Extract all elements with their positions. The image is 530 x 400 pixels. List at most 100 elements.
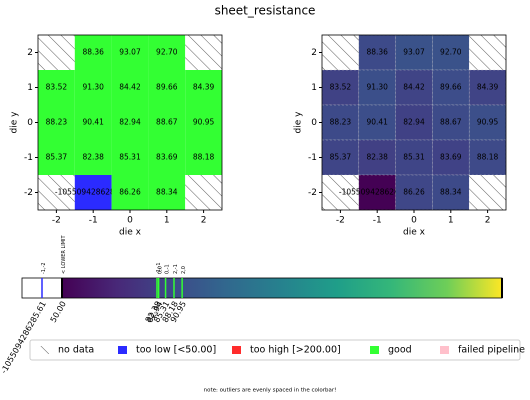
y-tick-label: -2 <box>308 188 317 198</box>
cell-label: 92.70 <box>156 48 178 57</box>
y-axis-label: die y <box>10 111 20 134</box>
cell-label: 85.31 <box>119 153 141 162</box>
cell <box>321 104 359 141</box>
no-data-cell <box>469 35 506 70</box>
x-axis-label: die x <box>403 228 426 238</box>
no-data-cell <box>185 35 222 70</box>
cell-label: 90.41 <box>366 118 388 127</box>
cell-label: 83.52 <box>330 83 352 92</box>
no-data-cell <box>38 175 75 210</box>
cell-label: 84.42 <box>119 83 141 92</box>
legend-label: too low [<50.00] <box>136 345 216 356</box>
legend-swatch <box>232 346 241 354</box>
cell-label: 88.36 <box>82 48 104 57</box>
x-tick-label: -1 <box>89 216 98 226</box>
x-tick-label: 2 <box>485 216 491 226</box>
cell <box>469 139 507 176</box>
legend-box <box>29 339 521 361</box>
colorbar-top-label: 0,-1 <box>165 264 171 274</box>
colorbar-top-label: -1,-2 <box>41 262 47 274</box>
cell-label: 82.94 <box>403 118 425 127</box>
cell-label: 88.67 <box>440 118 462 127</box>
cell-label: 91.30 <box>82 83 104 92</box>
cell <box>74 175 112 210</box>
cell <box>185 70 222 105</box>
cell-label: 85.37 <box>46 153 68 162</box>
cell <box>395 139 433 176</box>
y-tick-label: 1 <box>311 83 317 93</box>
cell-label: 89.66 <box>156 83 178 92</box>
y-tick-label: 0 <box>311 118 317 128</box>
cell <box>469 69 507 106</box>
cell <box>432 104 470 141</box>
x-axis-label: die x <box>119 228 142 238</box>
colorbar-top-label: 0,0 <box>158 266 164 274</box>
legend-swatch <box>40 346 49 354</box>
legend-swatch <box>440 346 449 354</box>
cell-label: 83.69 <box>440 153 462 162</box>
x-tick-label: 0 <box>127 216 133 226</box>
cell-label: 83.69 <box>156 153 178 162</box>
cell-label: 90.95 <box>193 118 215 127</box>
cell <box>358 139 396 176</box>
x-tick-label: -2 <box>336 216 345 226</box>
cell-label: 92.70 <box>440 48 462 57</box>
cell <box>148 140 186 175</box>
cell <box>358 174 396 211</box>
cell-label: 88.18 <box>477 153 499 162</box>
cell-label: 93.07 <box>119 48 141 57</box>
no-data-cell <box>38 35 75 70</box>
cell <box>185 140 222 175</box>
cell <box>74 105 112 140</box>
cell-label: 93.07 <box>403 48 425 57</box>
cell-label: 84.39 <box>477 83 499 92</box>
cell <box>321 139 359 176</box>
cell-label: 88.67 <box>156 118 178 127</box>
cell <box>432 69 470 106</box>
colorbar-top-label: < LOWER LIMIT <box>61 234 67 274</box>
no-data-cell <box>322 175 359 210</box>
legend-label: good <box>388 345 412 356</box>
cell-label: 84.42 <box>403 83 425 92</box>
cell <box>111 105 149 140</box>
y-tick-label: -2 <box>24 188 33 198</box>
cell <box>358 34 396 71</box>
colorbar-top-label: -1,-1 <box>156 262 162 274</box>
cell <box>432 174 470 211</box>
cell <box>432 34 470 71</box>
no-data-cell <box>185 175 222 210</box>
no-data-cell <box>469 175 506 210</box>
cell-label: 85.31 <box>403 153 425 162</box>
y-tick-label: 2 <box>27 48 33 58</box>
cell <box>111 140 149 175</box>
cell-label: 88.23 <box>46 118 68 127</box>
figure-title: sheet_resistance <box>215 4 316 18</box>
cell-label: 88.34 <box>440 188 462 197</box>
y-tick-label: -1 <box>24 153 33 163</box>
cell <box>469 104 507 141</box>
cell <box>432 139 470 176</box>
cell <box>395 69 433 106</box>
cell <box>111 175 149 210</box>
cell-label: 86.26 <box>119 188 141 197</box>
cell <box>38 105 75 140</box>
cell-label: 89.66 <box>440 83 462 92</box>
colorbar-tick-label: -1055094286285.61 <box>0 300 48 375</box>
cell-label: 83.52 <box>46 83 68 92</box>
x-tick-label: 1 <box>164 216 170 226</box>
cell-label: 82.38 <box>82 153 104 162</box>
cell <box>148 35 186 70</box>
cell-label: 91.30 <box>366 83 388 92</box>
note: note: outliers are evenly spaced in the … <box>204 388 337 394</box>
cell-label: -1055094286285.61 <box>55 188 132 197</box>
legend-label: no data <box>58 345 94 356</box>
y-tick-label: 2 <box>311 48 317 58</box>
legend-label: too high [>200.00] <box>250 345 341 356</box>
x-tick-label: -1 <box>373 216 382 226</box>
cell <box>185 105 222 140</box>
colorbar-top-label: 2,0 <box>181 266 187 274</box>
x-tick-label: 1 <box>448 216 454 226</box>
cell-label: 88.34 <box>156 188 178 197</box>
cell-label: 82.94 <box>119 118 141 127</box>
